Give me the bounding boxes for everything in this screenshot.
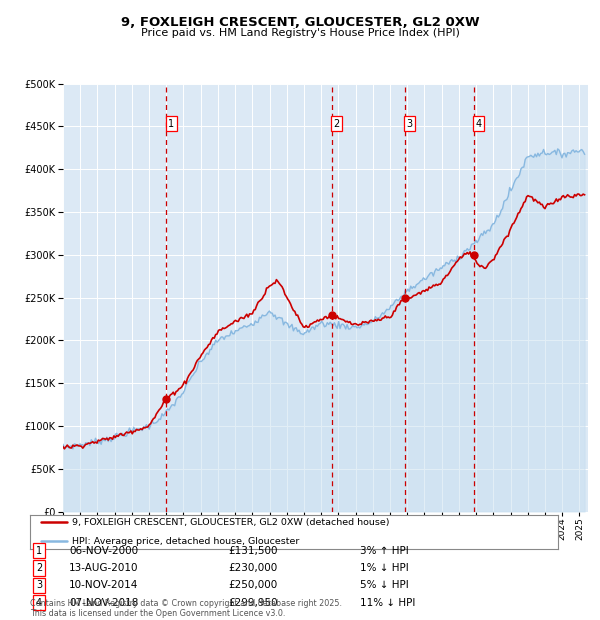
Text: 07-NOV-2018: 07-NOV-2018: [69, 598, 139, 608]
Text: Contains HM Land Registry data © Crown copyright and database right 2025.
This d: Contains HM Land Registry data © Crown c…: [30, 599, 342, 618]
Text: 3: 3: [406, 119, 413, 129]
Text: HPI: Average price, detached house, Gloucester: HPI: Average price, detached house, Glou…: [72, 537, 299, 546]
Text: 4: 4: [36, 598, 42, 608]
Text: 11% ↓ HPI: 11% ↓ HPI: [360, 598, 415, 608]
Text: 3: 3: [36, 580, 42, 590]
Text: Price paid vs. HM Land Registry's House Price Index (HPI): Price paid vs. HM Land Registry's House …: [140, 28, 460, 38]
Text: 1% ↓ HPI: 1% ↓ HPI: [360, 563, 409, 573]
Text: 13-AUG-2010: 13-AUG-2010: [69, 563, 139, 573]
Text: £230,000: £230,000: [228, 563, 277, 573]
Text: 1: 1: [168, 119, 174, 129]
Text: £250,000: £250,000: [228, 580, 277, 590]
Text: 2: 2: [334, 119, 340, 129]
Text: 2: 2: [36, 563, 42, 573]
Text: 5% ↓ HPI: 5% ↓ HPI: [360, 580, 409, 590]
Text: 3% ↑ HPI: 3% ↑ HPI: [360, 546, 409, 556]
Text: 9, FOXLEIGH CRESCENT, GLOUCESTER, GL2 0XW: 9, FOXLEIGH CRESCENT, GLOUCESTER, GL2 0X…: [121, 16, 479, 29]
Text: 9, FOXLEIGH CRESCENT, GLOUCESTER, GL2 0XW (detached house): 9, FOXLEIGH CRESCENT, GLOUCESTER, GL2 0X…: [72, 518, 390, 526]
Text: £299,950: £299,950: [228, 598, 278, 608]
Text: 4: 4: [475, 119, 481, 129]
Text: £131,500: £131,500: [228, 546, 277, 556]
Text: 1: 1: [36, 546, 42, 556]
Text: 06-NOV-2000: 06-NOV-2000: [69, 546, 138, 556]
Text: 10-NOV-2014: 10-NOV-2014: [69, 580, 139, 590]
